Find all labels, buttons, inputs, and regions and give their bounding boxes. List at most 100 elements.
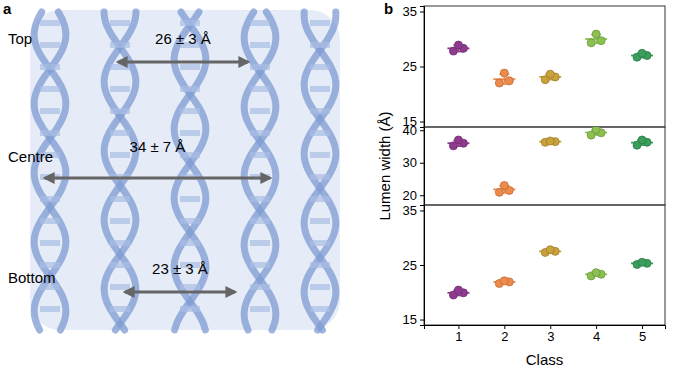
- y-tick: 25: [403, 258, 424, 273]
- panel-label: b: [384, 0, 393, 17]
- replicate-point: [587, 39, 595, 47]
- base-pair: [310, 218, 330, 224]
- base-pair: [250, 284, 270, 290]
- replicate-point: [638, 136, 646, 144]
- replicate-point: [638, 49, 646, 57]
- x-tick-label: 1: [455, 329, 462, 344]
- helix-strand: [244, 12, 276, 330]
- replicate-point: [495, 188, 503, 196]
- measure-label: 26 ± 3 Å: [155, 30, 211, 47]
- helix-strand: [174, 12, 206, 330]
- helix-strand: [304, 12, 336, 330]
- y-axis: 152535: [403, 4, 425, 129]
- x-tick-label: 5: [639, 329, 646, 344]
- x-tick: 5: [639, 325, 646, 344]
- x-tick: 4: [593, 325, 600, 344]
- base-pair: [110, 108, 130, 114]
- replicate-point: [592, 269, 600, 277]
- replicate-point: [546, 246, 554, 254]
- axis-line: [420, 7, 425, 128]
- y-tick: 20: [403, 188, 424, 203]
- base-pair: [40, 306, 60, 312]
- base-pair: [310, 284, 330, 290]
- y-tick-label: 25: [403, 59, 417, 74]
- measure-label: 34 ± 7 Å: [130, 138, 186, 155]
- figure: a26 ± 3 ÅTop34 ± 7 ÅCentre23 ± 3 ÅBottom…: [0, 0, 690, 377]
- base-pair: [180, 306, 200, 312]
- base-pair: [110, 196, 130, 202]
- base-pair: [310, 20, 330, 26]
- marks: [447, 127, 653, 196]
- base-pair: [310, 174, 330, 180]
- dot-plot: 203040Lumen width (Å): [376, 111, 665, 220]
- base-pair: [110, 130, 130, 136]
- base-pair: [110, 20, 130, 26]
- y-tick-mark: [420, 320, 424, 321]
- base-pair: [180, 240, 200, 246]
- base-pair: [110, 306, 130, 312]
- base-pair: [310, 196, 330, 202]
- base-pair: [40, 42, 60, 48]
- base-pair: [40, 196, 60, 202]
- x-tick: 1: [455, 325, 462, 344]
- x-tick-label: 4: [593, 329, 600, 344]
- replicate-point: [592, 30, 600, 38]
- base-pair: [250, 306, 270, 312]
- y-tick-label: 40: [403, 123, 417, 138]
- x-axis: 12345: [425, 325, 666, 344]
- base-pair: [250, 240, 270, 246]
- base-pair: [310, 42, 330, 48]
- base-pair: [250, 152, 270, 158]
- x-tick-label: 3: [547, 329, 554, 344]
- panel-label: a: [3, 0, 12, 17]
- helix-strand: [304, 12, 336, 330]
- y-tick: 40: [403, 123, 424, 138]
- marks: [447, 246, 653, 299]
- y-tick-label: 35: [403, 4, 417, 19]
- base-pair: [180, 20, 200, 26]
- base-pair: [310, 64, 330, 70]
- plot-frame: [424, 127, 665, 205]
- base-pair: [250, 42, 270, 48]
- base-pair: [110, 240, 130, 246]
- replicate-point: [500, 182, 508, 190]
- helix-strand: [104, 12, 136, 330]
- y-tick-mark: [420, 122, 424, 123]
- y-tick-mark: [420, 265, 424, 266]
- base-pair: [180, 86, 200, 92]
- base-pair: [310, 108, 330, 114]
- marks: [447, 30, 653, 87]
- base-pair: [110, 218, 130, 224]
- y-axis-title: Lumen width (Å): [376, 111, 393, 220]
- helix-strand: [174, 12, 206, 330]
- base-pair: [310, 86, 330, 92]
- y-tick: 25: [403, 59, 424, 74]
- y-tick-label: 25: [403, 258, 417, 273]
- dot-plot: 15253512345Class: [403, 203, 666, 368]
- y-tick-label: 35: [403, 203, 417, 218]
- base-pair: [110, 152, 130, 158]
- base-pair: [310, 152, 330, 158]
- base-pair: [40, 64, 60, 70]
- replicate-point: [638, 258, 646, 266]
- replicate-point: [546, 70, 554, 78]
- base-pair: [40, 240, 60, 246]
- helix-strand: [244, 12, 276, 330]
- base-pair: [250, 86, 270, 92]
- replicate-point: [592, 127, 600, 134]
- base-pair: [40, 218, 60, 224]
- y-tick: 35: [403, 203, 424, 218]
- x-axis-title: Class: [526, 351, 564, 368]
- replicate-point: [500, 277, 508, 285]
- base-pair: [180, 130, 200, 136]
- base-pair: [110, 284, 130, 290]
- base-pair: [40, 262, 60, 268]
- y-tick-mark: [420, 67, 424, 68]
- level-label: Centre: [8, 148, 53, 165]
- figure-svg: a26 ± 3 ÅTop34 ± 7 ÅCentre23 ± 3 ÅBottom…: [0, 0, 690, 377]
- replicate-point: [454, 41, 462, 49]
- base-pair: [180, 284, 200, 290]
- base-pair: [250, 196, 270, 202]
- base-pair: [310, 306, 330, 312]
- y-tick-label: 20: [403, 188, 417, 203]
